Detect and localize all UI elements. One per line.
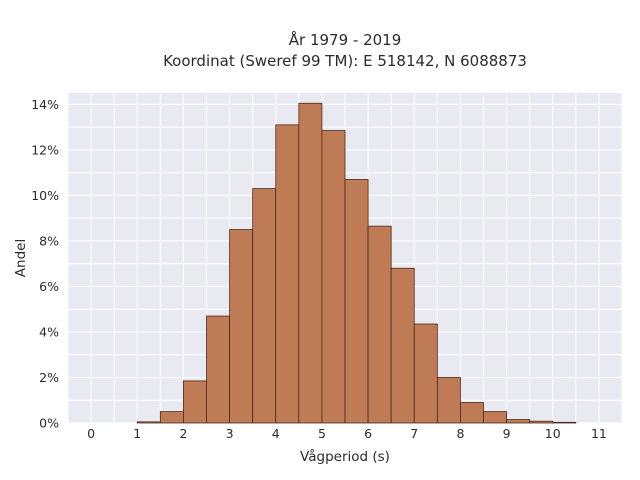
x-tick-label: 10 bbox=[545, 426, 561, 441]
x-tick-label: 2 bbox=[179, 426, 187, 441]
histogram-bar bbox=[367, 225, 392, 424]
histogram-bar bbox=[136, 421, 161, 424]
chart-title-line-2: Koordinat (Sweref 99 TM): E 518142, N 60… bbox=[163, 52, 527, 70]
x-tick-label: 11 bbox=[591, 426, 607, 441]
histogram-bar bbox=[529, 420, 554, 424]
x-axis-label: Vågperiod (s) bbox=[300, 448, 390, 465]
histogram-bar bbox=[275, 124, 300, 424]
bars bbox=[136, 102, 577, 424]
x-tick-label: 5 bbox=[318, 426, 326, 441]
chart-title-line-1: År 1979 - 2019 bbox=[289, 30, 402, 49]
histogram-bar bbox=[483, 411, 507, 424]
x-axis-ticks: 0 1 2 3 4 5 6 7 8 9 10 11 bbox=[87, 426, 607, 441]
x-tick-label: 4 bbox=[272, 426, 280, 441]
y-tick-label: 14% bbox=[31, 97, 59, 112]
histogram-bar bbox=[321, 130, 346, 424]
histogram-bar bbox=[460, 402, 484, 424]
x-tick-label: 6 bbox=[364, 426, 372, 441]
histogram-bar bbox=[552, 421, 577, 424]
x-tick-label: 9 bbox=[503, 426, 511, 441]
histogram-bar bbox=[390, 267, 415, 424]
histogram-bar bbox=[344, 179, 369, 424]
y-tick-label: 2% bbox=[39, 370, 59, 385]
histogram-bar bbox=[159, 411, 184, 424]
histogram-bar bbox=[413, 323, 438, 424]
histogram-bar bbox=[183, 380, 207, 424]
x-tick-label: 0 bbox=[87, 426, 95, 441]
x-tick-label: 7 bbox=[410, 426, 418, 441]
y-axis-ticks: 0% 2% 4% 6% 8% 10% 12% 14% bbox=[31, 97, 59, 431]
histogram-bar bbox=[298, 102, 323, 424]
y-tick-label: 0% bbox=[39, 416, 59, 431]
x-tick-label: 3 bbox=[226, 426, 234, 441]
y-tick-label: 6% bbox=[39, 279, 59, 294]
histogram-bar bbox=[436, 377, 461, 424]
histogram-bar bbox=[229, 229, 254, 424]
x-tick-label: 1 bbox=[133, 426, 141, 441]
x-tick-label: 8 bbox=[456, 426, 464, 441]
y-axis-label: Andel bbox=[13, 239, 29, 277]
histogram-bar bbox=[252, 188, 277, 424]
y-tick-label: 10% bbox=[31, 188, 59, 203]
y-tick-label: 4% bbox=[39, 324, 59, 339]
histogram-bar bbox=[506, 419, 531, 424]
y-tick-label: 12% bbox=[31, 142, 59, 157]
y-tick-label: 8% bbox=[39, 233, 59, 248]
histogram-bar bbox=[206, 315, 230, 424]
